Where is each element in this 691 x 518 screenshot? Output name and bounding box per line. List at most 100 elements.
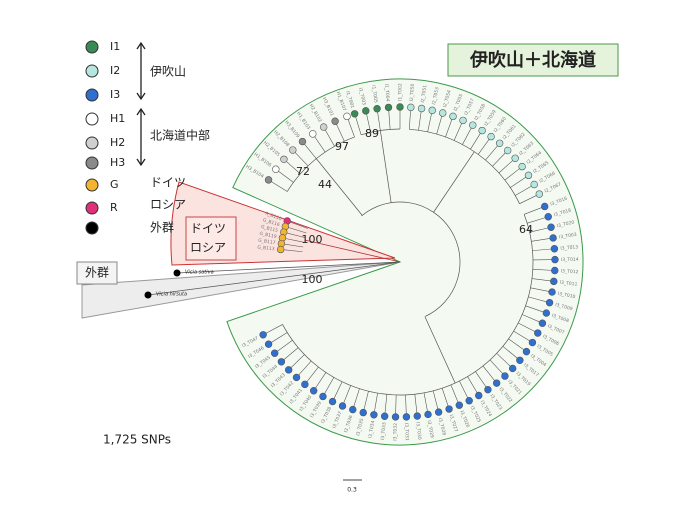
tip-dot xyxy=(501,372,509,380)
title-box xyxy=(447,43,619,77)
legend-country: ロシア xyxy=(150,198,186,212)
tip-dot xyxy=(298,137,307,146)
tip-dot xyxy=(522,347,531,356)
legend-label: G xyxy=(110,178,119,191)
tip-label: I2_T051 xyxy=(420,84,428,103)
tip-label: I3_T009 xyxy=(554,302,573,312)
tip-dot xyxy=(277,358,286,366)
tip-dot xyxy=(349,405,357,414)
tip-dot xyxy=(402,413,411,421)
tip-label: I3_T035 xyxy=(355,418,365,437)
legend-dot xyxy=(85,156,99,170)
tip-dot xyxy=(319,392,327,401)
tip-dot xyxy=(469,121,477,129)
legend-label: 外群 xyxy=(150,221,174,235)
tip-dot xyxy=(434,408,443,416)
tip-dot xyxy=(413,412,421,420)
tip-dot xyxy=(370,411,378,419)
tip-label: I3_T008 xyxy=(551,313,570,325)
tip-dot xyxy=(492,379,501,387)
country-box xyxy=(185,216,237,261)
tip-dot xyxy=(478,126,486,135)
tip-label: I1_T004 xyxy=(383,84,390,102)
tip-dot xyxy=(424,410,432,419)
tip-label: I3_T018 xyxy=(553,207,572,218)
tip-label: G_B115 xyxy=(260,224,278,234)
tip-label: G_B117 xyxy=(258,238,276,247)
bootstrap: 64 xyxy=(519,223,533,236)
tip-label: I3_T027 xyxy=(448,414,459,433)
tip-dot xyxy=(428,106,436,115)
tip-dot xyxy=(289,146,297,154)
outgroup-sector xyxy=(81,261,401,319)
tip-dot xyxy=(445,405,453,413)
tip-dot xyxy=(292,373,301,382)
legend-label: I2 xyxy=(110,64,120,77)
tip-dot xyxy=(373,105,381,113)
tip-dot xyxy=(511,154,519,162)
tip-dot xyxy=(396,103,404,111)
tip-label: I1_T005 xyxy=(370,85,379,104)
legend-dot xyxy=(85,221,99,235)
tip-dot xyxy=(550,277,558,286)
tip-dot xyxy=(259,331,267,339)
scale-label: 0.3 xyxy=(347,487,357,494)
tip-dot xyxy=(301,380,309,389)
tip-dot xyxy=(550,245,559,253)
tip-dot xyxy=(544,213,552,221)
tip-dot xyxy=(384,103,393,112)
tip-dot xyxy=(541,202,549,211)
tip-dot xyxy=(439,109,447,117)
tip-label: I3_T033 xyxy=(380,422,388,440)
clade-stem xyxy=(424,316,456,384)
bootstrap: 89 xyxy=(365,127,379,140)
legend-group: 伊吹山 xyxy=(150,65,186,79)
tip-dot xyxy=(319,123,328,131)
tip-label: I1_T003 xyxy=(357,87,367,106)
tip-dot xyxy=(542,309,551,317)
tip-dot xyxy=(272,165,280,173)
bootstrap: 44 xyxy=(318,178,332,191)
tip-dot xyxy=(524,171,533,180)
tip-label: I3_T011 xyxy=(559,280,578,288)
bootstrap: 97 xyxy=(335,140,349,153)
tip-dot xyxy=(518,162,526,171)
tip-dot xyxy=(475,391,483,400)
tip-dot xyxy=(465,397,473,405)
tip-dot xyxy=(380,412,389,420)
tip-dot xyxy=(548,288,556,296)
tip-label: I3_T012 xyxy=(561,268,579,275)
tip-label: G_B116 xyxy=(262,217,281,228)
tip-dot xyxy=(530,180,538,189)
tip-dot xyxy=(503,146,512,155)
outgroup-branch xyxy=(176,261,401,274)
legend-label: H1 xyxy=(110,112,125,125)
outgroup-name: Vicia sativa xyxy=(185,270,214,276)
tip-dot xyxy=(538,319,547,327)
tip-label: G_B119 xyxy=(259,231,277,240)
tip-dot xyxy=(547,223,555,231)
outgroup-dot xyxy=(144,291,152,299)
tip-dot xyxy=(459,116,467,125)
tip-label: I3_T034 xyxy=(367,420,376,439)
tip-label: I3_T028 xyxy=(437,417,447,436)
tip-dot xyxy=(264,176,273,184)
legend-label: I1 xyxy=(110,40,120,53)
legend-label: H3 xyxy=(110,156,125,169)
tip-dot xyxy=(407,103,415,112)
tip-dot xyxy=(270,349,279,357)
tip-label: I3_T020 xyxy=(556,219,575,229)
tip-dot xyxy=(534,329,542,337)
tip-dot xyxy=(276,245,285,254)
box-label: ドイツ xyxy=(190,222,226,236)
tip-dot xyxy=(391,413,400,421)
gr-stem xyxy=(304,239,401,263)
outgroup-dot xyxy=(173,269,181,277)
tip-label: I2_T054 xyxy=(442,89,453,108)
tip-label: I3_T013 xyxy=(560,244,578,252)
tip-label: I2_T050 xyxy=(409,83,416,101)
legend-dot xyxy=(85,178,99,192)
tip-label: I1_T001 xyxy=(344,90,355,109)
